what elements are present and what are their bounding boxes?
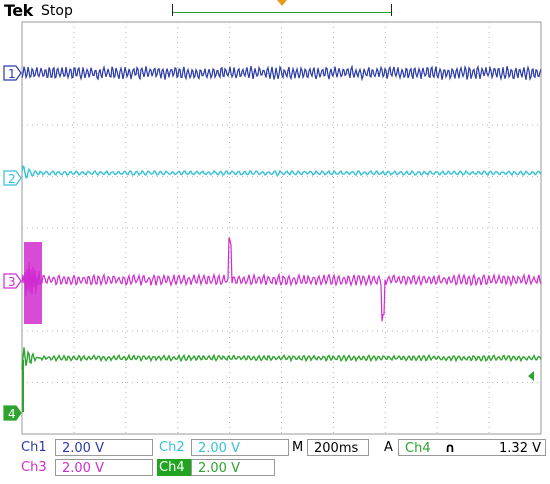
trigger-source: Ch4 (405, 441, 431, 456)
channel-markers[interactable]: 1 2 3 4 (3, 65, 534, 421)
trigger-slope-icon: ∩ (444, 441, 456, 456)
ch3-scale[interactable]: 2.00 V (55, 459, 153, 476)
waveform-traces (21, 64, 542, 412)
svg-text:3: 3 (8, 275, 16, 289)
channel-1-marker[interactable]: 1 (3, 65, 22, 81)
top-bar: Tek Stop (0, 0, 550, 26)
ch2-scale[interactable]: 2.00 V (191, 439, 289, 456)
acquisition-state: Stop (41, 3, 73, 19)
record-length-bar (172, 4, 392, 16)
channel-4-marker[interactable]: 4 (3, 405, 22, 421)
trigger-level: 1.32 V (499, 441, 541, 456)
ch1-label[interactable]: Ch1 (21, 440, 47, 455)
svg-text:4: 4 (8, 407, 16, 421)
ch4-scale[interactable]: 2.00 V (191, 459, 275, 476)
ch3-trace (21, 237, 542, 322)
trigger-settings[interactable]: Ch4 ∩ 1.32 V (398, 439, 546, 456)
channel-3-marker[interactable]: 3 (3, 273, 22, 289)
waveform-display: 1 2 3 4 (3, 21, 542, 435)
brand-logo: Tek (4, 1, 33, 20)
timebase-value[interactable]: 200ms (307, 439, 369, 456)
ch2-trace (21, 164, 542, 179)
channel-2-marker[interactable]: 2 (3, 170, 22, 186)
svg-text:1: 1 (8, 67, 16, 81)
timebase-prefix: M (292, 440, 304, 455)
ch4-trace (21, 347, 542, 370)
ch1-scale[interactable]: 2.00 V (55, 439, 153, 456)
ch4-label[interactable]: Ch4 (157, 459, 191, 476)
ch3-label[interactable]: Ch3 (21, 460, 47, 475)
trigger-level-icon[interactable] (528, 371, 534, 381)
status-bar: Ch1 2.00 V Ch2 2.00 V M 200ms A Ch4 ∩ 1.… (0, 436, 550, 484)
trigger-position-icon[interactable] (277, 0, 287, 6)
trigger-prefix: A (384, 440, 393, 455)
svg-text:2: 2 (8, 172, 16, 186)
ch3-burst (24, 242, 42, 324)
ch2-label[interactable]: Ch2 (159, 440, 185, 455)
graticule (21, 21, 542, 435)
ch1-trace (21, 64, 542, 82)
